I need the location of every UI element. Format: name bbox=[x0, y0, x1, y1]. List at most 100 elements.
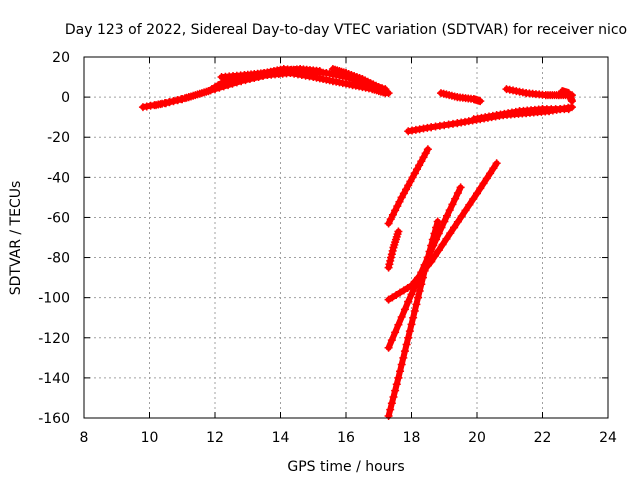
data-point-marker bbox=[394, 373, 403, 382]
y-tick-label: 0 bbox=[61, 90, 70, 106]
data-point-marker bbox=[400, 305, 409, 314]
data-point-marker bbox=[473, 189, 481, 198]
data-point-marker bbox=[384, 219, 393, 228]
data-point-marker bbox=[405, 327, 414, 336]
y-tick-label: -80 bbox=[47, 251, 70, 267]
data-point-marker bbox=[391, 386, 400, 395]
data-point-marker bbox=[476, 97, 485, 106]
data-point-marker bbox=[160, 99, 169, 108]
y-tick-label: -100 bbox=[38, 291, 70, 307]
data-point-marker bbox=[453, 189, 462, 198]
x-tick-label: 8 bbox=[80, 430, 89, 446]
series-arc-4 bbox=[328, 65, 393, 98]
series-arc-6 bbox=[469, 105, 573, 124]
data-point-marker bbox=[399, 353, 408, 362]
data-point-marker bbox=[450, 223, 459, 232]
data-point-marker bbox=[404, 181, 413, 190]
series-arc-9 bbox=[558, 87, 576, 106]
data-point-marker bbox=[427, 241, 436, 250]
chart-title: Day 123 of 2022, Sidereal Day-to-day VTE… bbox=[65, 22, 627, 38]
data-point-marker bbox=[406, 177, 415, 186]
data-point-marker bbox=[410, 169, 419, 178]
data-point-marker bbox=[387, 336, 396, 345]
data-point-marker bbox=[399, 189, 408, 198]
data-point-marker bbox=[391, 328, 400, 337]
data-point-marker bbox=[200, 88, 209, 97]
tick-labels: 8 10 12 14 16 18 20 22 24 -160 -140 -120 -100 -80 -60 -… bbox=[38, 50, 617, 446]
data-point-marker bbox=[486, 169, 495, 178]
data-point-marker bbox=[415, 161, 424, 170]
data-point-marker bbox=[476, 184, 485, 193]
data-point-marker bbox=[407, 290, 416, 299]
data-point-marker bbox=[165, 98, 174, 107]
series-arc-10 bbox=[384, 145, 432, 228]
y-tick-label: -60 bbox=[47, 210, 70, 226]
series-arc-7 bbox=[436, 89, 485, 106]
data-point-marker bbox=[412, 300, 421, 309]
x-tick-label: 16 bbox=[337, 430, 355, 446]
data-point-marker bbox=[178, 95, 187, 104]
data-point-marker bbox=[395, 197, 404, 206]
data-point-marker bbox=[408, 173, 417, 182]
data-point-marker bbox=[419, 153, 428, 162]
series-arc-14 bbox=[384, 217, 442, 420]
data-point-marker bbox=[186, 92, 195, 101]
data-point-marker bbox=[191, 91, 200, 100]
data-point-marker bbox=[382, 88, 391, 97]
data-point-marker bbox=[418, 273, 427, 282]
data-point-marker bbox=[414, 293, 423, 302]
data-point-marker bbox=[442, 234, 451, 243]
data-point-marker bbox=[393, 202, 402, 211]
data-point-marker bbox=[384, 89, 393, 98]
series-arc-11 bbox=[384, 227, 403, 272]
x-tick-label: 14 bbox=[272, 430, 290, 446]
data-point-marker bbox=[386, 215, 395, 224]
data-point-marker bbox=[396, 367, 405, 376]
data-point-marker bbox=[567, 97, 576, 106]
data-point-marker bbox=[430, 229, 439, 238]
data-point-marker bbox=[453, 217, 462, 226]
data-point-marker bbox=[388, 210, 397, 219]
series-arc-12 bbox=[384, 159, 501, 304]
data-point-marker bbox=[428, 235, 437, 244]
data-point-marker bbox=[446, 229, 455, 238]
data-point-marker bbox=[465, 200, 474, 209]
axis-ticks bbox=[83, 56, 609, 419]
data-point-marker bbox=[438, 240, 447, 249]
data-point-marker bbox=[417, 280, 426, 289]
data-point-marker bbox=[451, 194, 460, 203]
data-point-marker bbox=[409, 313, 418, 322]
data-point-marker bbox=[152, 101, 161, 110]
data-point-marker bbox=[417, 157, 426, 166]
y-tick-label: -40 bbox=[47, 170, 70, 186]
data-point-marker bbox=[420, 266, 429, 275]
data-point-marker bbox=[410, 282, 419, 291]
data-point-marker bbox=[445, 206, 454, 215]
x-tick-label: 18 bbox=[403, 430, 421, 446]
data-point-marker bbox=[442, 211, 451, 220]
data-point-marker bbox=[394, 227, 403, 236]
data-point-marker bbox=[433, 217, 442, 226]
data-series bbox=[138, 65, 576, 420]
data-point-marker bbox=[384, 343, 393, 352]
data-point-marker bbox=[392, 380, 401, 389]
data-point-marker bbox=[195, 89, 204, 98]
data-point-marker bbox=[448, 200, 457, 209]
data-point-marker bbox=[434, 246, 443, 255]
data-point-marker bbox=[404, 333, 413, 342]
data-point-marker bbox=[156, 100, 165, 109]
data-point-marker bbox=[384, 411, 393, 420]
data-point-marker bbox=[402, 340, 411, 349]
data-point-marker bbox=[423, 253, 432, 262]
data-point-marker bbox=[182, 93, 191, 102]
data-point-marker bbox=[389, 392, 398, 401]
data-point-marker bbox=[422, 260, 431, 269]
data-point-marker bbox=[412, 165, 421, 174]
data-point-marker bbox=[421, 149, 430, 158]
data-point-marker bbox=[169, 97, 178, 106]
data-point-marker bbox=[400, 347, 409, 356]
data-point-marker bbox=[407, 320, 416, 329]
data-point-marker bbox=[457, 212, 466, 221]
data-point-marker bbox=[469, 195, 478, 204]
